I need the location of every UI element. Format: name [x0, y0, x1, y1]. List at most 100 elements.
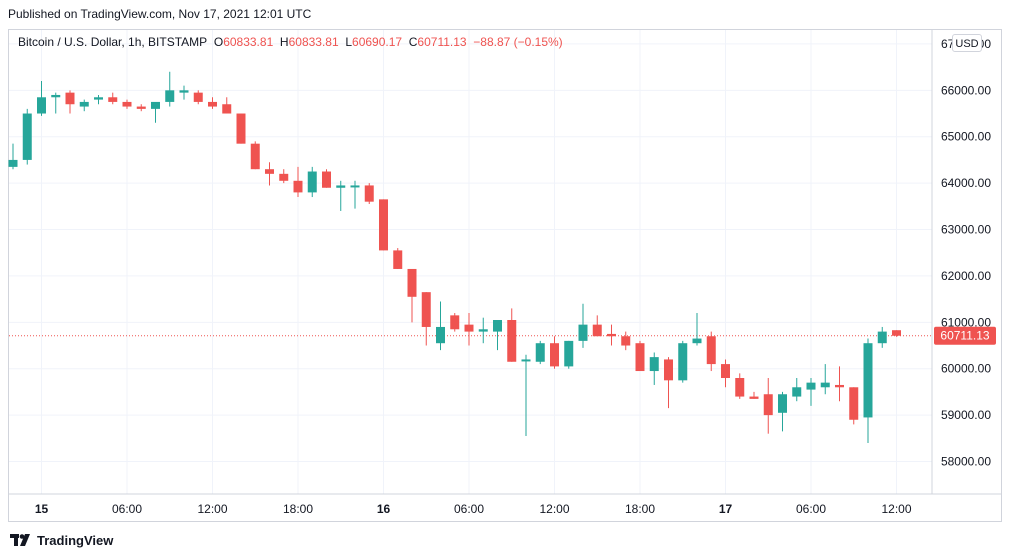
- candle[interactable]: [421, 292, 431, 346]
- candle-body: [236, 113, 246, 144]
- candle[interactable]: [478, 317, 488, 344]
- candle[interactable]: [464, 313, 474, 346]
- time-tick-label: 17: [719, 502, 733, 516]
- candle[interactable]: [607, 324, 616, 346]
- candle[interactable]: [792, 378, 802, 402]
- candle-body: [493, 320, 502, 332]
- candle[interactable]: [749, 391, 759, 399]
- high-label: H: [279, 35, 289, 49]
- candle-body: [550, 343, 559, 367]
- currency-button[interactable]: USD: [952, 34, 982, 52]
- candle[interactable]: [22, 108, 32, 165]
- time-tick-label: 16: [377, 502, 391, 516]
- candle-body: [607, 333, 616, 337]
- candle[interactable]: [279, 169, 289, 184]
- candle[interactable]: [450, 313, 460, 332]
- candle[interactable]: [222, 97, 232, 114]
- candle-body: [835, 384, 844, 388]
- candle[interactable]: [820, 364, 830, 395]
- footer-brand[interactable]: TradingView: [10, 533, 113, 548]
- time-tick-label: 06:00: [112, 502, 142, 516]
- candle-body: [621, 336, 631, 346]
- candle[interactable]: [293, 166, 303, 198]
- candle-body: [94, 97, 103, 100]
- candle-body: [436, 326, 445, 344]
- candle[interactable]: [721, 359, 730, 388]
- candle-body: [892, 330, 901, 336]
- candle[interactable]: [436, 301, 445, 351]
- candle[interactable]: [407, 268, 417, 323]
- candle-body: [649, 357, 659, 372]
- candle[interactable]: [535, 340, 545, 365]
- candle-body: [535, 343, 545, 362]
- change-value: −88.87 (−0.15%): [473, 35, 563, 49]
- candle[interactable]: [193, 90, 203, 105]
- candle[interactable]: [507, 308, 517, 362]
- candle[interactable]: [763, 378, 773, 434]
- candle[interactable]: [835, 366, 844, 402]
- candle[interactable]: [179, 85, 189, 100]
- candle[interactable]: [37, 81, 46, 116]
- candle-body: [193, 92, 203, 102]
- candle[interactable]: [706, 331, 716, 372]
- time-tick-label: 12:00: [197, 502, 227, 516]
- candle[interactable]: [735, 373, 745, 399]
- candle-body: [208, 101, 217, 107]
- time-tick-label: 15: [35, 502, 49, 516]
- candle[interactable]: [379, 199, 388, 251]
- candle[interactable]: [350, 180, 360, 209]
- candle[interactable]: [678, 340, 688, 383]
- candle[interactable]: [94, 94, 103, 105]
- candle[interactable]: [136, 104, 146, 112]
- candle-body: [393, 250, 403, 269]
- candle[interactable]: [635, 340, 645, 372]
- candle-body: [664, 359, 673, 381]
- candle[interactable]: [108, 92, 118, 105]
- candle[interactable]: [336, 180, 346, 211]
- candle-body: [79, 101, 89, 107]
- candle[interactable]: [778, 391, 787, 432]
- candle[interactable]: [122, 99, 132, 109]
- candle[interactable]: [806, 378, 816, 406]
- candle[interactable]: [8, 143, 18, 170]
- candle[interactable]: [65, 90, 75, 114]
- candle-body: [706, 336, 716, 365]
- candle[interactable]: [892, 330, 901, 337]
- candle[interactable]: [863, 338, 873, 443]
- candle[interactable]: [649, 352, 659, 385]
- price-tick-label: 59000.00: [941, 408, 991, 422]
- time-tick-label: 18:00: [283, 502, 313, 516]
- candle[interactable]: [307, 166, 317, 198]
- candle[interactable]: [877, 326, 887, 348]
- candle[interactable]: [51, 92, 61, 114]
- candle[interactable]: [621, 331, 631, 351]
- candle[interactable]: [521, 354, 531, 436]
- candle[interactable]: [250, 141, 260, 170]
- candle[interactable]: [550, 336, 559, 369]
- candle-body: [735, 378, 745, 397]
- price-tick-label: 64000.00: [941, 176, 991, 190]
- candle[interactable]: [592, 315, 602, 337]
- candle[interactable]: [493, 320, 502, 351]
- candle[interactable]: [236, 113, 246, 144]
- candle[interactable]: [692, 313, 702, 346]
- candle[interactable]: [393, 248, 403, 269]
- candle[interactable]: [849, 387, 859, 425]
- last-price-label-group: 60711.13: [934, 326, 996, 345]
- candle[interactable]: [165, 71, 175, 107]
- candle[interactable]: [322, 169, 331, 188]
- candle[interactable]: [265, 162, 274, 186]
- candle[interactable]: [364, 183, 374, 204]
- candle-body: [265, 169, 274, 174]
- candle[interactable]: [151, 101, 160, 123]
- price-tick-label: 63000.00: [941, 223, 991, 237]
- candle[interactable]: [208, 97, 217, 109]
- chart-frame: [8, 29, 1002, 522]
- candle[interactable]: [79, 99, 89, 112]
- candle[interactable]: [578, 303, 588, 348]
- candle[interactable]: [664, 357, 673, 409]
- candle[interactable]: [564, 340, 574, 369]
- candle-body: [721, 364, 730, 378]
- price-tick-label: 61000.00: [941, 315, 991, 329]
